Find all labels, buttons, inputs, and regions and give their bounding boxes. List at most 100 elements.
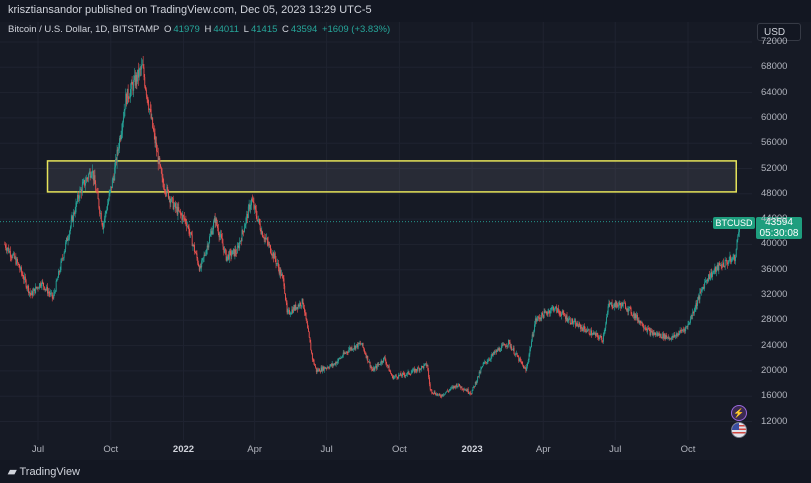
candle-body <box>39 283 41 288</box>
candle-body <box>8 247 10 253</box>
candle-body <box>523 365 524 369</box>
candle-body <box>483 362 485 364</box>
candle-body <box>627 309 629 312</box>
candle-body <box>182 215 184 220</box>
candle-body <box>62 258 64 259</box>
candle-body <box>416 370 418 372</box>
candle-body <box>41 281 43 287</box>
candle-body <box>727 262 728 265</box>
candle-body <box>330 364 332 366</box>
candle-body <box>411 371 413 373</box>
candle-body <box>227 254 229 257</box>
candle-body <box>663 333 664 339</box>
candle-body <box>191 234 193 247</box>
candle-body <box>66 237 67 243</box>
price-chart[interactable] <box>0 22 811 460</box>
candle-body <box>503 343 505 345</box>
candle-body <box>575 321 577 327</box>
candle-body <box>685 327 687 332</box>
candle-body <box>330 364 332 366</box>
tradingview-logo-icon: ▰ <box>8 466 17 478</box>
candle-body <box>199 266 201 271</box>
candle-body <box>283 278 285 286</box>
candle-body <box>671 336 673 338</box>
candle-body <box>576 322 578 326</box>
candle-body <box>21 272 23 275</box>
candle-body <box>107 200 109 205</box>
candle-body <box>424 363 426 365</box>
candle-body <box>680 330 682 331</box>
chart-area[interactable] <box>0 22 811 460</box>
candle-body <box>275 259 277 264</box>
candle-body <box>285 293 286 301</box>
candle-body <box>583 326 585 331</box>
candle-body <box>558 311 560 313</box>
candle-body <box>293 307 295 310</box>
candle-body <box>409 374 411 375</box>
candle-body <box>640 320 642 324</box>
open-label: O <box>163 24 172 35</box>
candle-body <box>348 349 350 353</box>
candle-body <box>714 266 716 271</box>
candle-body <box>378 364 380 365</box>
lightning-icon[interactable]: ⚡ <box>731 405 747 421</box>
candle-body <box>351 347 353 350</box>
candle-body <box>125 93 127 110</box>
candle-body <box>185 219 187 224</box>
candle-body <box>526 366 528 371</box>
x-tick-label: 2023 <box>461 444 483 455</box>
y-tick-label: 68000 <box>761 61 788 73</box>
candle-body <box>220 234 222 236</box>
candle-body <box>303 303 305 309</box>
candle-body <box>595 333 597 336</box>
candle-body <box>455 386 456 388</box>
candle-body <box>217 227 219 234</box>
candle-body <box>704 282 706 289</box>
candle-body <box>254 205 256 209</box>
us-flag-icon[interactable] <box>731 422 747 438</box>
candle-body <box>179 210 181 214</box>
candle-body <box>629 307 631 308</box>
candle-body <box>561 311 563 314</box>
candle-body <box>618 302 620 305</box>
tradingview-logo[interactable]: ▰ TradingView <box>8 465 80 478</box>
candle-body <box>138 69 140 78</box>
candle-body <box>540 318 542 320</box>
candle-body <box>255 209 257 217</box>
candle-body <box>176 206 178 215</box>
candle-body <box>289 309 290 315</box>
candle-body <box>487 361 489 363</box>
candle-body <box>708 274 710 280</box>
candle-body <box>326 368 328 369</box>
candle-body <box>552 307 554 308</box>
candle-body <box>723 266 725 268</box>
y-tick-label: 72000 <box>761 36 788 47</box>
candle-body <box>592 333 594 335</box>
candle-body <box>366 355 368 358</box>
candle-body <box>281 273 283 276</box>
candle-body <box>43 286 45 290</box>
candle-body <box>10 256 12 258</box>
y-tick-label: 24000 <box>761 339 788 351</box>
candle-body <box>117 149 119 151</box>
candle-body <box>359 343 361 345</box>
candle-body <box>45 289 47 290</box>
candle-body <box>693 311 694 314</box>
candle-body <box>211 231 213 235</box>
candle-body <box>324 367 326 369</box>
candle-body <box>268 244 270 246</box>
candle-body <box>298 304 300 307</box>
candle-body <box>560 314 562 316</box>
currency-button[interactable]: USD <box>757 23 801 41</box>
candle-body <box>36 287 38 289</box>
candle-body <box>471 390 473 395</box>
candle-body <box>170 201 172 204</box>
high-value: 44011 <box>213 24 240 35</box>
candle-body <box>489 359 491 361</box>
candle-body <box>307 323 309 329</box>
candle-body <box>644 327 646 329</box>
candle-body <box>158 157 160 164</box>
candle-body <box>277 263 279 265</box>
symbol-price-tag: BTCUSD <box>713 217 755 229</box>
candle-body <box>720 265 722 267</box>
